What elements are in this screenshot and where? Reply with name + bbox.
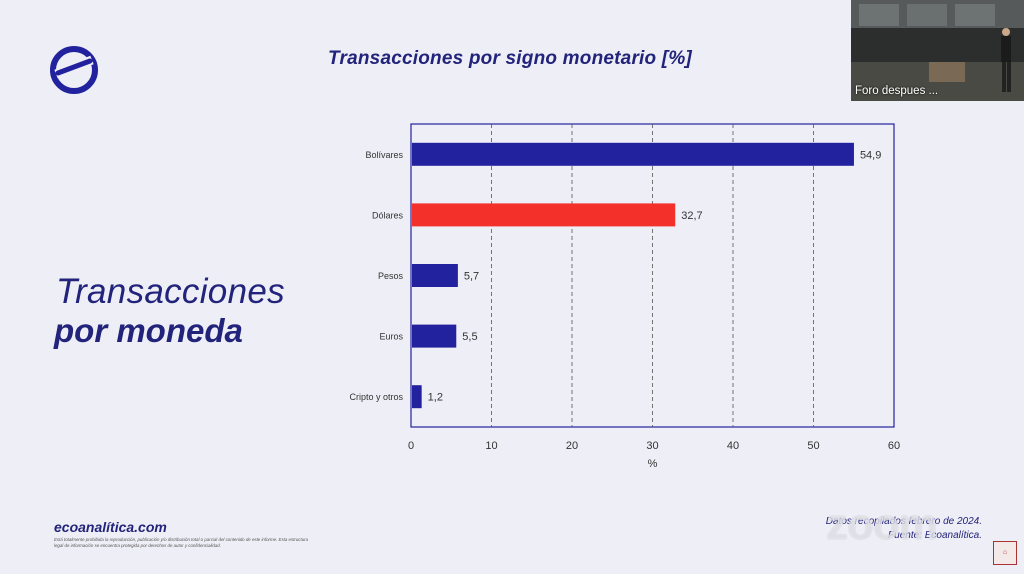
data-source-note: Datos recopilados febrero de 2024. Fuent… bbox=[826, 515, 982, 543]
x-tick-label: 10 bbox=[485, 440, 497, 452]
x-axis-label: % bbox=[648, 458, 658, 470]
footer-date-line: Datos recopilados febrero de 2024. bbox=[825, 516, 982, 527]
category-label: Pesos bbox=[378, 271, 404, 281]
footer-source-line: Fuente: Ecoanalítica. bbox=[888, 530, 982, 541]
data-label: 54,9 bbox=[860, 149, 881, 161]
brand-website: ecoanalítica.com bbox=[54, 519, 167, 535]
section-title-line1: Transacciones bbox=[56, 272, 285, 311]
ecoanalitica-logo bbox=[50, 46, 98, 94]
chart-title: Transacciones por signo monetario [%] bbox=[328, 48, 692, 69]
bar bbox=[412, 264, 458, 287]
participant-name: Foro despues ... bbox=[855, 85, 939, 97]
bar bbox=[412, 324, 457, 348]
data-label: 32,7 bbox=[681, 210, 702, 222]
video-feed bbox=[851, 0, 1024, 101]
data-label: 5,7 bbox=[464, 271, 479, 283]
x-tick-label: 0 bbox=[408, 440, 414, 452]
section-title-line2: por moneda bbox=[54, 312, 243, 349]
x-tick-label: 60 bbox=[888, 440, 900, 452]
category-label: Euros bbox=[379, 332, 403, 342]
zoom-watermark: zoom bbox=[826, 500, 938, 549]
x-tick-label: 50 bbox=[807, 440, 819, 452]
participant-video-tile[interactable]: Foro despues ... bbox=[851, 0, 1024, 101]
data-label: 1,2 bbox=[428, 392, 443, 404]
x-tick-label: 40 bbox=[727, 440, 739, 452]
category-label: Dólares bbox=[372, 210, 404, 220]
x-tick-label: 20 bbox=[566, 440, 578, 452]
data-label: 5,5 bbox=[462, 331, 477, 343]
bar bbox=[412, 385, 422, 409]
bar bbox=[412, 203, 676, 227]
category-label: Bolívares bbox=[365, 150, 403, 160]
seal-icon: ⌂ bbox=[993, 541, 1017, 565]
category-label: Cripto y otros bbox=[349, 392, 403, 402]
bar bbox=[412, 142, 854, 166]
disclaimer-text: Está totalmente prohibida la reproducció… bbox=[54, 537, 309, 548]
x-tick-label: 30 bbox=[646, 440, 658, 452]
